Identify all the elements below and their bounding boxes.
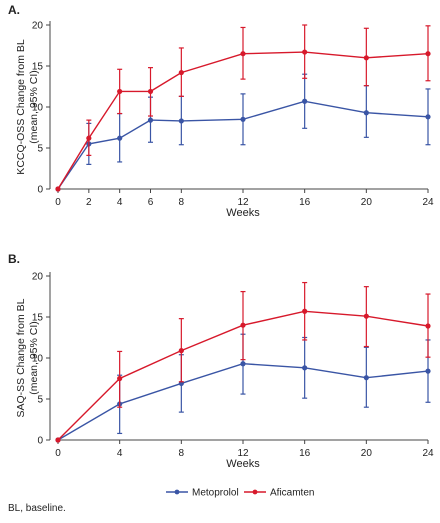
- x-tick-label: 0: [55, 448, 61, 459]
- y-tick-label: 15: [32, 62, 44, 73]
- x-axis-title: Weeks: [226, 207, 260, 219]
- data-point: [302, 49, 308, 55]
- data-point: [425, 323, 431, 329]
- x-tick-label: 8: [179, 448, 185, 459]
- data-point: [117, 88, 123, 95]
- legend-marker: [252, 489, 258, 495]
- x-tick-label: 12: [237, 448, 249, 459]
- x-tick-label: 2: [86, 197, 92, 208]
- y-tick-label: 0: [37, 185, 43, 196]
- y-axis-title-line: KCCQ-OSS Change from BL: [15, 39, 27, 175]
- x-tick-label: 4: [117, 448, 123, 459]
- legend-marker: [174, 489, 180, 495]
- y-tick-label: 0: [37, 436, 43, 447]
- x-tick-label: 24: [422, 197, 434, 208]
- data-point: [178, 69, 184, 76]
- data-point: [55, 437, 61, 443]
- panel-b: B. 0 5 10 15 20 0 4 8 12 16 20 24 Weeks SAQ-SS Change …: [8, 252, 434, 470]
- data-point: [117, 135, 123, 141]
- series-aficamten: [55, 24, 431, 192]
- y-tick-label: 20: [32, 272, 44, 283]
- y-tick-label: 10: [32, 354, 44, 365]
- x-axis-title: Weeks: [226, 458, 260, 470]
- data-point: [363, 55, 369, 61]
- data-point: [147, 88, 154, 95]
- y-axis-title-line: SAQ-SS Change from BL: [15, 298, 27, 417]
- y-tick-label: 20: [32, 21, 44, 32]
- panel-label: A.: [8, 3, 20, 17]
- x-tick-label: 0: [55, 197, 61, 208]
- legend-label: Metoprolol: [192, 488, 239, 499]
- data-point: [302, 308, 308, 314]
- x-tick-label: 12: [237, 197, 249, 208]
- y-tick-label: 10: [32, 103, 44, 114]
- x-tick-label: 16: [299, 197, 311, 208]
- series-metoprolol: [55, 73, 431, 192]
- data-point: [178, 348, 184, 354]
- data-point: [147, 117, 154, 123]
- data-point: [117, 375, 123, 382]
- x-tick-label: 24: [422, 448, 434, 459]
- x-tick-label: 16: [299, 448, 311, 459]
- data-point: [425, 368, 431, 374]
- panel-label: B.: [8, 252, 20, 266]
- data-point: [363, 313, 369, 319]
- data-point: [425, 51, 431, 57]
- y-tick-label: 5: [37, 144, 43, 155]
- x-tick-label: 8: [179, 197, 185, 208]
- x-tick-label: 4: [117, 197, 123, 208]
- series-aficamten: [55, 281, 431, 443]
- footnote: BL, baseline.: [8, 503, 66, 514]
- data-point: [240, 116, 246, 122]
- data-point: [363, 110, 369, 116]
- legend-item-aficamten: Aficamten: [244, 488, 314, 499]
- legend-label: Aficamten: [270, 488, 314, 499]
- data-point: [86, 135, 92, 141]
- data-point: [240, 322, 246, 328]
- data-point: [178, 118, 184, 124]
- y-axis-title: SAQ-SS Change from BL(mean, 95% CI): [15, 298, 40, 417]
- data-point: [425, 114, 431, 120]
- legend: Metoprolol Aficamten: [166, 488, 314, 499]
- data-point: [55, 186, 61, 192]
- y-axis-title: KCCQ-OSS Change from BL(mean, 95% CI): [15, 39, 40, 175]
- y-axis-title-line: (mean, 95% CI): [28, 321, 40, 395]
- data-point: [240, 51, 246, 57]
- x-tick-label: 6: [148, 197, 154, 208]
- y-axis-title-line: (mean, 95% CI): [28, 70, 40, 144]
- legend-item-metoprolol: Metoprolol: [166, 488, 239, 499]
- data-point: [240, 361, 246, 367]
- data-point: [363, 375, 369, 381]
- data-point: [302, 365, 308, 371]
- y-tick-label: 5: [37, 395, 43, 406]
- data-point: [302, 98, 308, 104]
- x-tick-label: 20: [361, 448, 373, 459]
- x-tick-label: 20: [361, 197, 373, 208]
- y-tick-label: 15: [32, 313, 44, 324]
